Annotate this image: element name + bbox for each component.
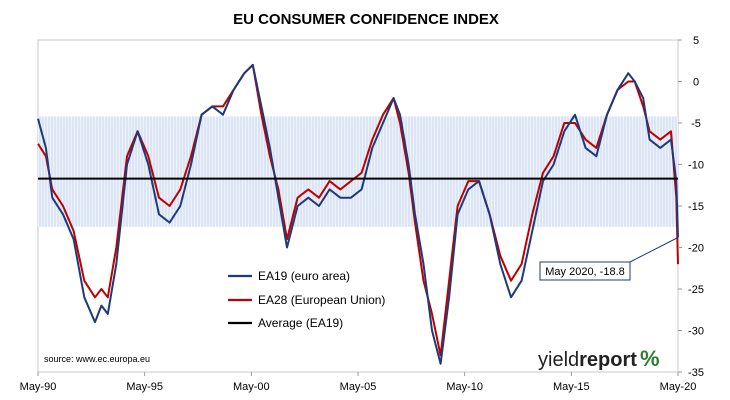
x-tick-label: May-15 [553,381,590,393]
callout-leader [629,237,679,263]
legend: EA19 (euro area) EA28 (European Union) A… [228,269,385,330]
source-note: source: www.ec.europa.eu [44,354,150,364]
y-axis: 5 0 -5 -10 -15 -20 -25 -30 -35 [678,35,704,379]
y-tick-label: -20 [688,243,704,255]
callout: May 2020, -18.8 [539,237,679,281]
y-tick-label: -30 [688,326,704,338]
chart-title: EU CONSUMER CONFIDENCE INDEX [233,11,499,28]
x-tick-label: May-95 [126,381,163,393]
legend-label-ea19: EA19 (euro area) [258,269,350,283]
y-tick-label: 0 [693,77,699,89]
y-tick-label: -25 [688,284,704,296]
brand-logo: yieldreport% [538,346,660,371]
x-axis: May-90 May-95 May-00 May-05 May-10 May-15 May-… [20,372,697,393]
x-tick-label: May-10 [446,381,483,393]
legend-label-average: Average (EA19) [258,316,343,330]
series-layer [37,63,679,365]
y-tick-label: 5 [693,35,699,47]
callout-label: May 2020, -18.8 [545,266,625,278]
x-tick-label: May-20 [660,381,697,393]
brand-percent-icon: % [640,346,660,371]
brand-word-bold: report [579,349,637,371]
y-tick-label: -10 [688,160,704,172]
y-tick-label: -15 [688,201,704,213]
series-line-ea19 [37,63,679,365]
x-tick-label: May-90 [20,381,57,393]
legend-label-ea28: EA28 (European Union) [258,293,385,307]
y-tick-label: -5 [691,118,701,130]
y-tick-label: -35 [688,367,704,379]
x-tick-label: May-05 [340,381,377,393]
callout-box [539,261,631,281]
brand-word-plain: yield [538,349,579,371]
x-tick-label: May-00 [233,381,270,393]
brand-wordmark: yieldreport% [538,346,660,371]
